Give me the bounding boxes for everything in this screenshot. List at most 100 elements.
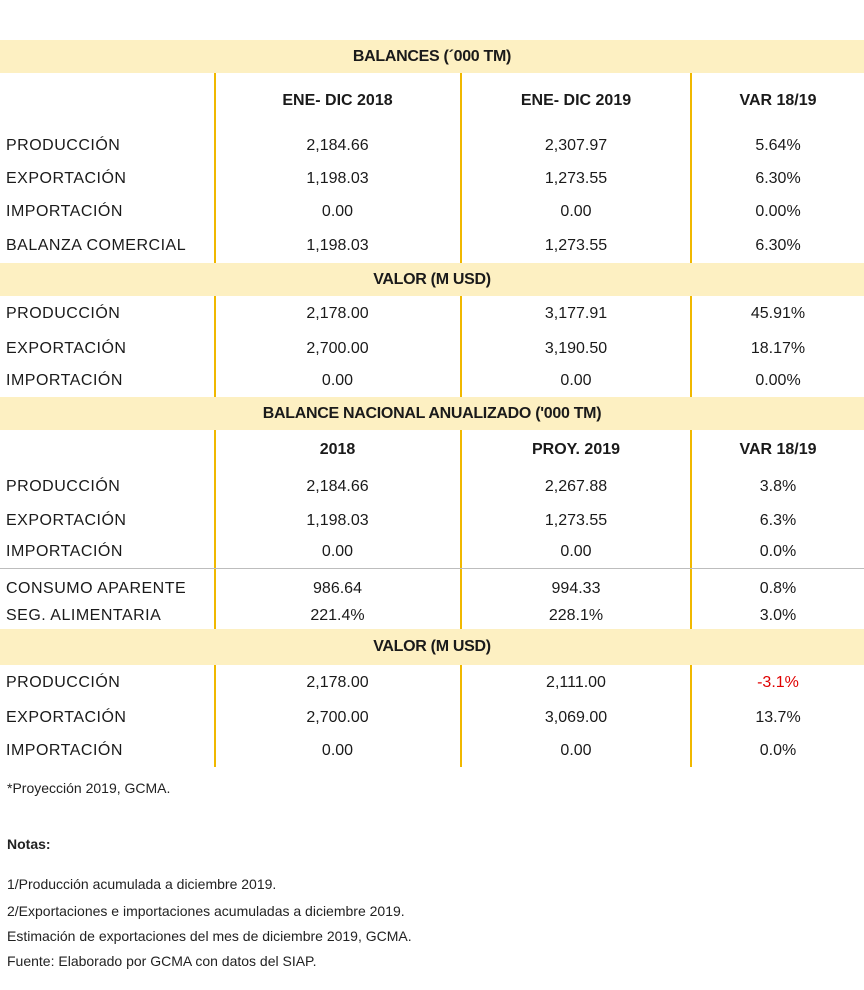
row-value: 3,190.50 <box>544 339 608 357</box>
row-value: 0.00 <box>560 741 592 759</box>
row-label: IMPORTACIÓN <box>6 741 123 759</box>
row-value: 0.00 <box>321 741 354 759</box>
row-label: BALANZA COMERCIAL <box>6 236 187 254</box>
row-value: 0.00 <box>321 372 354 389</box>
header-col1: 2018 <box>319 441 356 458</box>
row-value: 0.00 <box>321 202 354 220</box>
row-value: 2,184.66 <box>306 478 369 495</box>
row-value: 986.64 <box>313 580 362 597</box>
section-title: BALANCE NACIONAL ANUALIZADO ('000 TM) <box>262 404 602 422</box>
row-value: 221.4% <box>310 607 365 624</box>
row-label: EXPORTACIÓN <box>6 511 127 529</box>
row-value: 1,198.03 <box>306 236 369 254</box>
row-variation: 18.17% <box>750 339 806 357</box>
row-value: 2,307.97 <box>544 136 608 154</box>
row-value: 2,267.88 <box>544 478 608 495</box>
row-variation: 0.0% <box>759 542 797 560</box>
table-row: EXPORTACIÓN 2,700.00 3,069.00 13.7% <box>0 701 864 734</box>
row-variation: 45.91% <box>750 305 806 322</box>
section-title: BALANCES (´000 TM) <box>352 47 512 65</box>
row-label: IMPORTACIÓN <box>6 202 123 220</box>
row-variation: 3.8% <box>759 478 797 495</box>
table-row: PRODUCCIÓN 2,184.66 2,267.88 3.8% <box>0 470 864 504</box>
row-variation: 3.0% <box>759 607 797 624</box>
row-value: 2,178.00 <box>306 305 369 322</box>
row-label: IMPORTACIÓN <box>6 372 123 389</box>
section-header-valor-anualizado: VALOR (M USD) <box>0 629 864 665</box>
footnote: *Proyección 2019, GCMA. <box>7 780 171 796</box>
row-label: PRODUCCIÓN <box>6 674 121 691</box>
row-value: 1,273.55 <box>544 236 608 254</box>
column-header-row: ENE- DIC 2018 ENE- DIC 2019 VAR 18/19 <box>0 73 864 129</box>
row-value: 0.00 <box>560 202 592 220</box>
row-value: 228.1% <box>548 607 604 624</box>
row-value: 1,273.55 <box>544 169 608 187</box>
row-value: 3,069.00 <box>544 708 608 726</box>
header-label <box>0 430 215 470</box>
table-row: PRODUCCIÓN 2,178.00 3,177.91 45.91% <box>0 296 864 332</box>
row-variation: 0.00% <box>755 372 801 389</box>
row-label: PRODUCCIÓN <box>6 305 121 322</box>
row-value: 0.00 <box>321 542 354 560</box>
section-title: VALOR (M USD) <box>373 270 491 288</box>
row-divider <box>0 568 864 569</box>
row-label: EXPORTACIÓN <box>6 708 127 726</box>
row-value: 2,184.66 <box>306 136 369 154</box>
row-variation: 6.30% <box>755 236 801 254</box>
row-value: 3,177.91 <box>544 305 608 322</box>
row-value: 2,111.00 <box>546 674 606 691</box>
header-col2: ENE- DIC 2019 <box>520 92 632 109</box>
note-line: Estimación de exportaciones del mes de d… <box>7 928 412 944</box>
notes-heading: Notas: <box>7 836 51 852</box>
section-header-balance-nacional: BALANCE NACIONAL ANUALIZADO ('000 TM) <box>0 397 864 430</box>
row-value: 2,700.00 <box>306 708 369 726</box>
row-variation-negative: -3.1% <box>757 674 799 691</box>
row-variation: 6.30% <box>755 169 801 187</box>
section-header-valor: VALOR (M USD) <box>0 263 864 296</box>
table-row: IMPORTACIÓN 0.00 0.00 0.00% <box>0 195 864 228</box>
row-label: PRODUCCIÓN <box>6 478 121 495</box>
row-variation: 0.00% <box>755 202 801 220</box>
table-row: EXPORTACIÓN 1,198.03 1,273.55 6.3% <box>0 504 864 537</box>
row-variation: 6.3% <box>759 511 797 529</box>
row-value: 1,198.03 <box>306 169 369 187</box>
note-line: 1/Producción acumulada a diciembre 2019. <box>7 876 277 892</box>
row-value: 2,700.00 <box>306 339 369 357</box>
table-row: IMPORTACIÓN 0.00 0.00 0.00% <box>0 365 864 397</box>
row-value: 0.00 <box>560 372 592 389</box>
row-label: EXPORTACIÓN <box>6 339 127 357</box>
balance-table: BALANCES (´000 TM) ENE- DIC 2018 ENE- DI… <box>0 40 864 767</box>
row-label: EXPORTACIÓN <box>6 169 127 187</box>
row-label: PRODUCCIÓN <box>6 136 121 154</box>
row-separator-gap <box>0 566 864 575</box>
table-row: BALANZA COMERCIAL 1,198.03 1,273.55 6.30… <box>0 228 864 263</box>
row-label: IMPORTACIÓN <box>6 542 123 560</box>
header-col2: PROY. 2019 <box>531 441 621 458</box>
row-label: CONSUMO APARENTE <box>6 580 187 597</box>
header-col1: ENE- DIC 2018 <box>282 92 393 109</box>
row-value: 2,178.00 <box>306 674 369 691</box>
header-label <box>0 73 215 129</box>
table-row: IMPORTACIÓN 0.00 0.00 0.0% <box>0 537 864 566</box>
row-value: 994.33 <box>551 580 601 597</box>
section-title: VALOR (M USD) <box>373 638 491 655</box>
header-col3: VAR 18/19 <box>739 441 817 458</box>
section-header-balances: BALANCES (´000 TM) <box>0 40 864 73</box>
note-line: Fuente: Elaborado por GCMA con datos del… <box>7 953 317 969</box>
row-label: SEG. ALIMENTARIA <box>6 607 162 624</box>
table-row: EXPORTACIÓN 2,700.00 3,190.50 18.17% <box>0 332 864 365</box>
table-row: IMPORTACIÓN 0.00 0.00 0.0% <box>0 734 864 767</box>
row-variation: 5.64% <box>755 136 801 154</box>
table-row: CONSUMO APARENTE 986.64 994.33 0.8% <box>0 575 864 603</box>
row-variation: 0.0% <box>759 741 797 759</box>
column-header-row: 2018 PROY. 2019 VAR 18/19 <box>0 430 864 470</box>
row-variation: 0.8% <box>759 580 797 597</box>
table-row: SEG. ALIMENTARIA 221.4% 228.1% 3.0% <box>0 603 864 629</box>
table-row: PRODUCCIÓN 2,178.00 2,111.00 -3.1% <box>0 665 864 701</box>
note-line: 2/Exportaciones e importaciones acumulad… <box>7 903 405 919</box>
row-variation: 13.7% <box>755 708 801 726</box>
table-row: EXPORTACIÓN 1,198.03 1,273.55 6.30% <box>0 162 864 195</box>
row-value: 1,198.03 <box>306 511 369 529</box>
header-col3: VAR 18/19 <box>739 92 817 109</box>
table-row: PRODUCCIÓN 2,184.66 2,307.97 5.64% <box>0 129 864 162</box>
